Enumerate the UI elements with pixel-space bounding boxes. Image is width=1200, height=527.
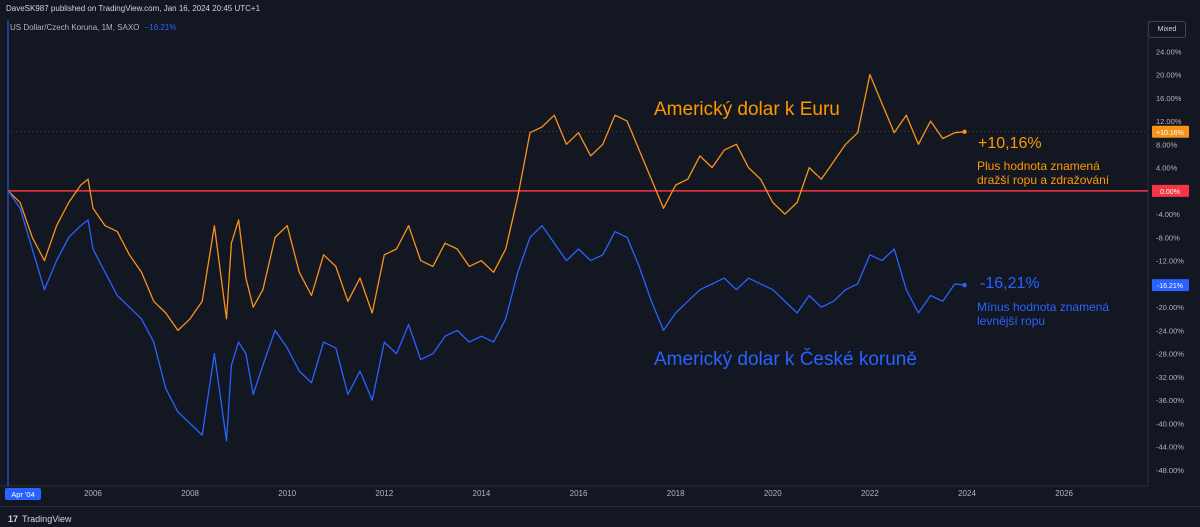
start-date-label: Apr '04 (11, 490, 35, 499)
zero-line-badge (1152, 184, 1189, 197)
czk-series-value: -16,21% (980, 275, 1040, 292)
x-tick-label: 2012 (375, 489, 393, 498)
euro-series-title: Americký dolar k Euru (654, 99, 840, 120)
euro-note-line-1: Plus hodnota znamená (977, 159, 1100, 173)
x-tick-label: 2024 (958, 489, 976, 498)
x-tick-label: 2010 (278, 489, 296, 498)
y-tick-label: -20.00% (1156, 303, 1184, 312)
euro-series-line (7, 73, 965, 332)
euro-series-end-point (962, 129, 967, 134)
y-tick-label: -12.00% (1156, 257, 1184, 266)
x-tick-label: 2016 (570, 489, 588, 498)
symbol-change: −16.21% (144, 23, 177, 32)
x-tick-label: 2014 (473, 489, 491, 498)
euro-series-value: +10,16% (978, 135, 1042, 152)
czk-note-line-2: levnější ropu (977, 314, 1046, 328)
y-tick-label: 12.00% (1156, 117, 1182, 126)
y-tick-label: 20.00% (1156, 71, 1182, 80)
footer-bar: 17 TradingView (0, 506, 1200, 527)
x-tick-label: 2020 (764, 489, 782, 498)
czk-series-end-point (962, 282, 967, 288)
tradingview-logo-text: TradingView (22, 514, 72, 524)
y-tick-label: 16.00% (1156, 94, 1182, 103)
y-tick-label: -8.00% (1156, 233, 1180, 242)
x-tick-label: 2026 (1055, 489, 1073, 498)
tradingview-logo-mark: 17 (8, 514, 19, 524)
czk-last-badge (1152, 279, 1189, 292)
y-tick-label: -32.00% (1156, 373, 1184, 382)
zero-line-badge-text: 0.00% (1160, 189, 1180, 196)
y-tick-label: -36.00% (1156, 396, 1184, 405)
time-axis[interactable]: 2006 2008 2010 2012 2014 2016 2018 2020 2022 2024… (0, 485, 1148, 500)
x-tick-label: 2008 (181, 489, 199, 498)
y-tick-label: -28.00% (1156, 350, 1184, 359)
czk-series-title: Americký dolar k České koruně (654, 349, 917, 370)
tradingview-logo[interactable]: 17 TradingView (8, 514, 72, 524)
symbol-name: US Dollar/Czech Koruna, 1M, SAXO (10, 23, 140, 32)
y-tick-label: -40.00% (1156, 419, 1184, 428)
x-tick-label: 2018 (667, 489, 685, 498)
symbol-legend: US Dollar/Czech Koruna, 1M, SAXO −16.21% (10, 23, 176, 32)
start-date-badge (5, 488, 41, 500)
published-by-text: DaveSK987 published on TradingView.com, … (6, 4, 261, 13)
series-layer (7, 20, 1148, 486)
y-tick-label: -4.00% (1156, 210, 1180, 219)
y-tick-label: 4.00% (1156, 164, 1178, 173)
x-tick-label: 2006 (84, 489, 102, 498)
price-axis[interactable]: 24.00% 20.00% 16.00% 12.00% 8.00% 4.00% 0.00% -… (1147, 20, 1184, 486)
y-tick-label: 24.00% (1156, 47, 1182, 56)
czk-series-line (7, 190, 965, 442)
x-tick-label: 2022 (861, 489, 879, 498)
y-tick-label: -48.00% (1156, 466, 1184, 475)
euro-last-badge (1152, 125, 1189, 138)
euro-note-line-2: dražší ropu a zdražování (977, 173, 1110, 187)
price-labels: 0.00% +10.16% -16.21% (1152, 125, 1189, 292)
y-tick-label: 8.00% (1156, 140, 1178, 149)
czk-note-line-1: Mínus hodnota znamená (977, 300, 1110, 314)
y-tick-label: -44.00% (1156, 443, 1184, 452)
euro-last-badge-text: +10.16% (1156, 130, 1184, 137)
y-tick-label: -24.00% (1156, 326, 1184, 335)
czk-last-badge-text: -16.21% (1157, 283, 1183, 290)
